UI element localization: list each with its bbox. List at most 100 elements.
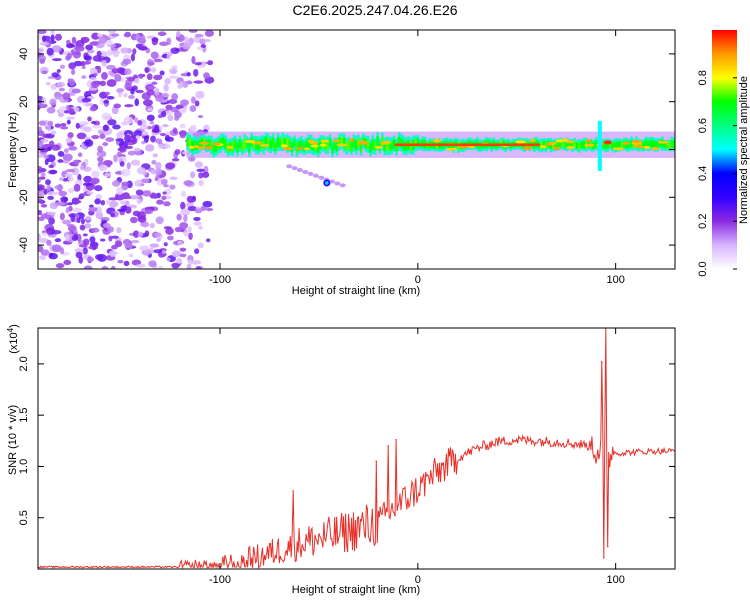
signal-band-inner: [286, 138, 289, 149]
spectrogram-noise-cell: [101, 112, 112, 121]
spectrogram-noise-cell: [44, 158, 49, 166]
spectrogram-noise-cell: [124, 82, 132, 91]
signal-band-inner: [570, 141, 574, 149]
snr-y-label: SNR (10 * v/v): [7, 405, 19, 475]
spectrogram-noise-cell: [174, 115, 180, 121]
spectrogram-noise-cell: [137, 231, 144, 237]
spectrogram-noise-cell: [84, 139, 94, 147]
signal-band-inner: [276, 137, 280, 148]
signal-band-inner: [305, 140, 308, 151]
spectrogram-noise-cell: [73, 183, 81, 192]
side-feature-cell: [312, 173, 319, 178]
spectrogram-noise-cell: [65, 55, 71, 61]
spectrogram-noise-cell: [119, 161, 125, 167]
spectrogram-noise-cell: [116, 151, 122, 158]
spectrogram-noise-cell: [99, 98, 105, 106]
spectrogram-ticks: -100 0 100 -40 -20 0 20 40: [18, 30, 675, 286]
signal-band-bright-cell: [307, 139, 315, 143]
signal-band-inner: [293, 138, 296, 148]
snr-y-tick-label: 1.0: [18, 459, 30, 474]
spectrogram-noise-cell: [99, 133, 106, 139]
spectrogram-noise-cell: [162, 124, 169, 128]
spectrogram-noise-cell: [106, 95, 115, 100]
spectrogram-noise-cell: [179, 81, 184, 85]
spectrogram-noise-cell: [40, 172, 46, 178]
spectrogram-noise-cell: [165, 104, 173, 110]
spectrogram-noise-cell: [172, 128, 178, 135]
signal-band-inner: [281, 136, 284, 148]
spectrogram-noise-cell: [38, 177, 41, 184]
spectrogram-noise-cell: [140, 124, 149, 131]
spectrogram-noise-cell: [75, 122, 80, 129]
spectrogram-noise-cell: [144, 67, 149, 74]
spectrogram-noise-cell: [139, 245, 150, 251]
spectrogram-noise-cell: [179, 134, 186, 139]
spectrogram-noise-cell: [98, 164, 108, 172]
signal-band-inner: [264, 136, 268, 147]
spectrogram-noise-cell: [63, 259, 72, 266]
spectrogram-noise-cell: [67, 132, 74, 139]
spectrogram-noise-cell: [129, 216, 138, 224]
spectrogram-noise-cell: [194, 161, 204, 168]
spectrogram-noise-cell: [110, 50, 121, 55]
spectrogram-noise-cell: [198, 179, 204, 187]
signal-band-inner: [559, 140, 562, 148]
spectrogram-noise-cell: [70, 214, 75, 223]
signal-band-inner: [668, 142, 671, 149]
spectrogram-noise-cell: [123, 116, 134, 125]
spectrogram-noise-cell: [151, 81, 158, 85]
spectrogram-noise-cell: [83, 265, 93, 269]
signal-band-inner: [269, 140, 273, 150]
spectrogram-noise-cell: [40, 213, 48, 219]
spectrogram-noise-cell: [50, 83, 57, 90]
spectrogram-noise-cell: [158, 143, 165, 149]
spectrogram-noise-cell: [196, 168, 205, 172]
spectrogram-noise-cell: [186, 72, 191, 77]
signal-band-bright-cell: [585, 139, 592, 143]
signal-band-bright-cell: [631, 140, 643, 144]
spectrogram-noise-cell: [193, 36, 202, 44]
spectrogram-noise-cell: [127, 150, 136, 156]
signal-band-inner: [663, 142, 667, 149]
signal-band-bright-cell: [188, 145, 195, 149]
signal-band-inner: [670, 140, 674, 149]
signal-band-bright-cell: [540, 145, 547, 149]
spectrogram-noise-cell: [91, 227, 100, 233]
signal-band-inner: [335, 141, 339, 152]
signal-band-bright-cell: [196, 146, 206, 150]
spectrogram-noise-cell: [66, 116, 76, 120]
spectrogram-noise-cell: [189, 124, 197, 132]
spectrogram-noise-cell: [190, 171, 196, 179]
spectrogram-noise-cell: [165, 110, 173, 116]
spectrogram-noise-cell: [81, 75, 87, 79]
signal-band-peak-cell: [532, 143, 541, 147]
spectrogram-noise-cell: [144, 208, 153, 215]
signal-band-bright-cell: [336, 143, 347, 147]
spectrogram-noise-cell: [188, 30, 198, 33]
spectrogram-noise-cell: [171, 158, 180, 162]
spectrogram-noise-cell: [155, 161, 162, 170]
spectrogram-noise-cell: [121, 192, 127, 200]
spectrogram-noise-cell: [92, 125, 102, 129]
signal-band-inner: [388, 141, 391, 152]
spectrogram-noise-cell: [59, 177, 64, 182]
signal-band-inner: [620, 141, 624, 148]
spectrogram-noise-cell: [55, 201, 66, 206]
spectrogram-noise-cell: [55, 263, 65, 269]
spectrogram-noise-cell: [61, 160, 70, 164]
signal-band-inner: [328, 137, 332, 147]
spectrogram-noise-cell: [193, 69, 199, 77]
spectrogram-noise-cell: [198, 225, 203, 230]
signal-band-inner: [400, 137, 403, 148]
spectrogram-noise-cell: [38, 126, 43, 131]
spectrogram-noise-cell: [156, 199, 164, 205]
snr-spike-point: [387, 445, 389, 447]
spectrogram-noise-cell: [137, 46, 148, 51]
signal-band-inner: [274, 142, 277, 152]
spectrogram-noise-cell: [165, 130, 171, 136]
snr-spike-point: [292, 490, 294, 492]
spectrogram-noise-cell: [130, 239, 140, 244]
signal-band-inner: [233, 139, 237, 149]
spectrogram-noise-cell: [63, 197, 69, 202]
spectrogram-noise-cell: [154, 138, 163, 144]
